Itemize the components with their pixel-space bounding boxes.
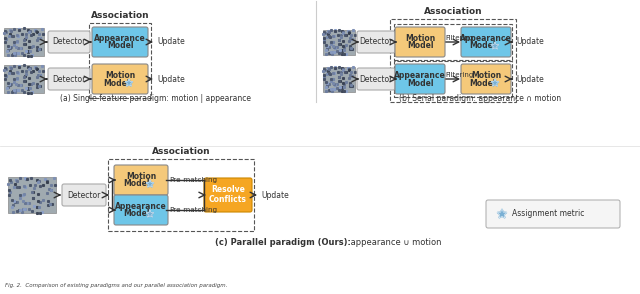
Bar: [89, 23, 151, 98]
Bar: [394, 24, 512, 60]
Text: Motion: Motion: [126, 172, 156, 181]
Text: Detector: Detector: [359, 74, 393, 83]
FancyBboxPatch shape: [114, 195, 168, 225]
Text: Association: Association: [91, 11, 149, 20]
FancyBboxPatch shape: [461, 64, 511, 94]
Polygon shape: [491, 42, 499, 49]
Text: Detector: Detector: [52, 74, 86, 83]
Bar: [4, 28, 44, 56]
Text: Model: Model: [407, 41, 433, 51]
Text: Pre-matching: Pre-matching: [169, 207, 217, 213]
Bar: [390, 19, 516, 102]
Text: Appearance: Appearance: [115, 202, 167, 211]
FancyBboxPatch shape: [204, 178, 252, 212]
Text: Model: Model: [124, 210, 150, 218]
Text: Model: Model: [468, 41, 495, 51]
Text: Model: Model: [407, 78, 433, 88]
Text: Motion: Motion: [105, 71, 135, 80]
Text: Detector: Detector: [67, 191, 100, 200]
Text: (a) Single feature paradigm: motion | appearance: (a) Single feature paradigm: motion | ap…: [60, 94, 250, 103]
FancyBboxPatch shape: [357, 31, 395, 53]
Text: Update: Update: [261, 191, 289, 200]
Text: Update: Update: [157, 38, 185, 46]
Text: Detector: Detector: [359, 38, 393, 46]
Text: appearance ∪ motion: appearance ∪ motion: [348, 238, 442, 247]
Text: (b) Serial paradigm: appearance ∩ motion: (b) Serial paradigm: appearance ∩ motion: [399, 94, 561, 103]
Text: Update: Update: [516, 38, 544, 46]
Bar: [394, 61, 512, 97]
FancyBboxPatch shape: [48, 31, 90, 53]
FancyBboxPatch shape: [92, 64, 148, 94]
FancyBboxPatch shape: [62, 184, 106, 206]
FancyBboxPatch shape: [48, 68, 90, 90]
FancyBboxPatch shape: [486, 200, 620, 228]
Bar: [4, 65, 44, 93]
Bar: [8, 177, 56, 213]
Polygon shape: [491, 79, 499, 86]
Bar: [108, 159, 254, 231]
Polygon shape: [125, 79, 133, 86]
Polygon shape: [146, 210, 154, 217]
Text: Association: Association: [152, 147, 211, 156]
Text: Filtering: Filtering: [445, 72, 473, 78]
Text: Resolve: Resolve: [211, 186, 245, 195]
FancyBboxPatch shape: [461, 27, 511, 57]
Text: Filtering: Filtering: [445, 35, 473, 41]
Text: Detector: Detector: [52, 38, 86, 46]
Text: Assignment metric: Assignment metric: [512, 210, 584, 218]
Text: Pre-matching: Pre-matching: [169, 177, 217, 183]
Polygon shape: [497, 209, 507, 218]
FancyBboxPatch shape: [357, 68, 395, 90]
Text: Fig. 2.  Comparison of existing paradigms and our parallel association paradigm.: Fig. 2. Comparison of existing paradigms…: [5, 283, 227, 288]
Text: Motion: Motion: [471, 71, 501, 80]
FancyBboxPatch shape: [395, 64, 445, 94]
Bar: [323, 66, 355, 91]
Text: Model: Model: [124, 180, 150, 188]
Text: (c) Parallel paradigm (Ours):: (c) Parallel paradigm (Ours):: [215, 238, 351, 247]
Text: Conflicts: Conflicts: [209, 196, 247, 205]
FancyBboxPatch shape: [395, 27, 445, 57]
Text: Appearance: Appearance: [94, 34, 146, 43]
Text: Model: Model: [103, 78, 129, 88]
Text: Update: Update: [516, 74, 544, 83]
Text: Appearance: Appearance: [460, 34, 512, 43]
Text: Model: Model: [468, 78, 495, 88]
Bar: [323, 29, 355, 54]
Text: Update: Update: [157, 74, 185, 83]
FancyBboxPatch shape: [114, 165, 168, 195]
Text: Motion: Motion: [405, 34, 435, 43]
Polygon shape: [146, 180, 154, 187]
Text: Appearance: Appearance: [394, 71, 446, 80]
Text: Model: Model: [107, 41, 133, 51]
Text: Association: Association: [424, 7, 483, 16]
FancyBboxPatch shape: [92, 27, 148, 57]
